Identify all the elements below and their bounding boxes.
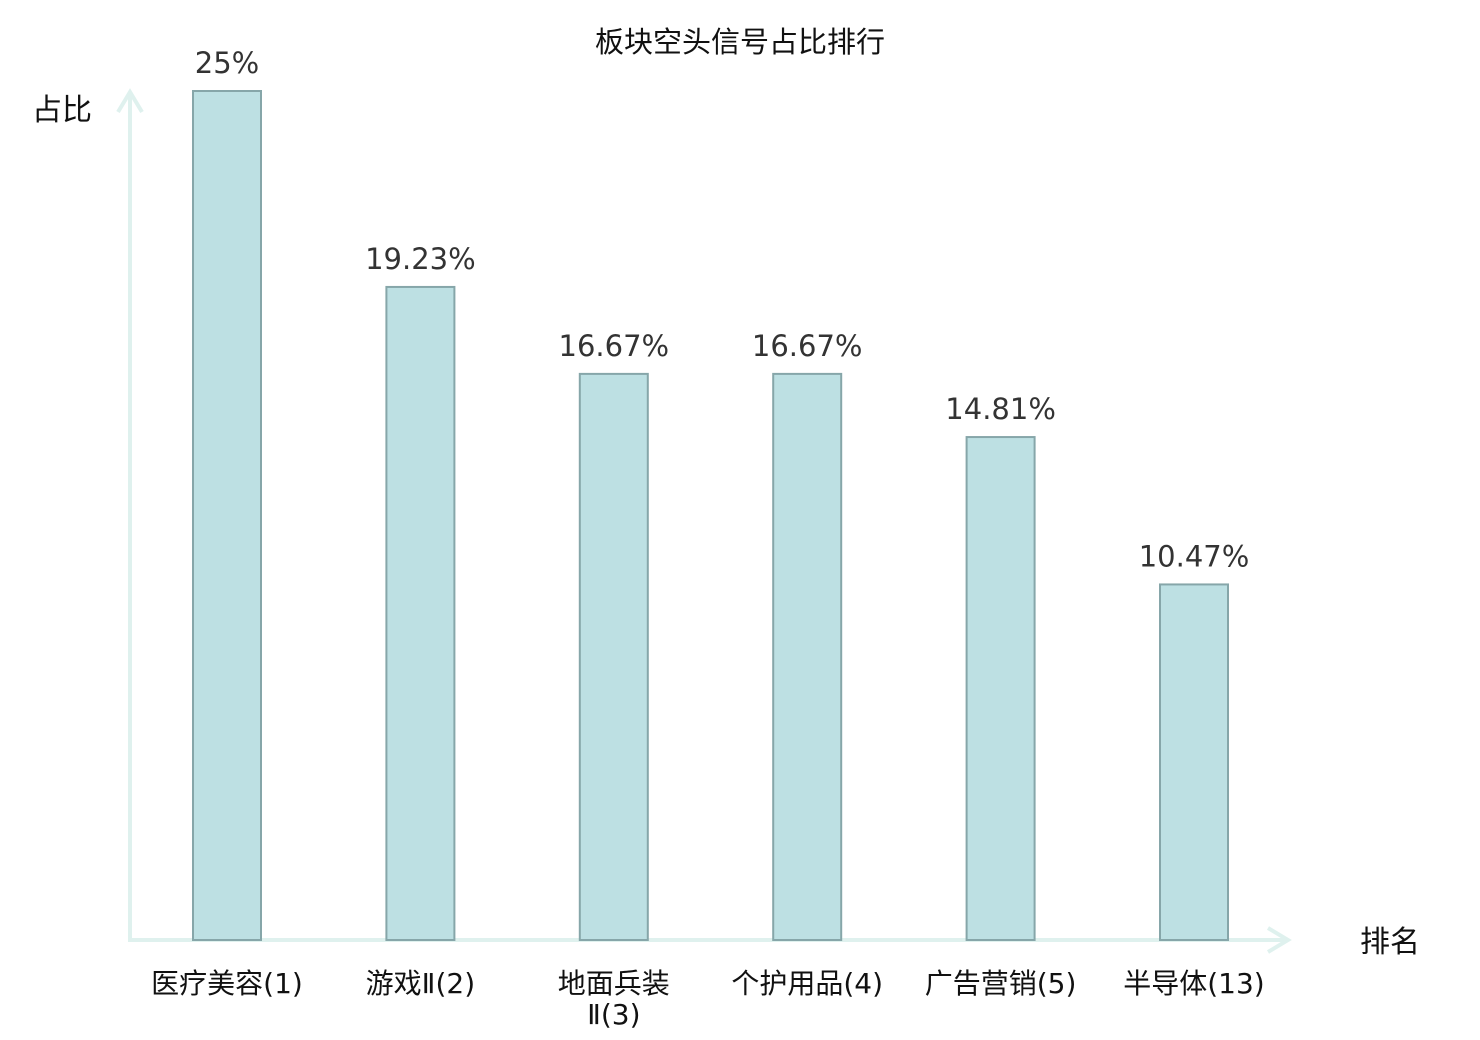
value-labels-group: 25% 19.23% 16.67% 16.67% 14.81% 10.47% <box>195 46 1250 573</box>
bar-6 <box>1159 583 1229 941</box>
value-label-6: 10.47% <box>1139 539 1250 573</box>
value-label-1: 25% <box>195 46 259 80</box>
tick-label-6: 半导体(13) <box>1123 967 1264 1000</box>
bar-4 <box>772 372 843 942</box>
x-axis-arrow <box>1266 926 1292 954</box>
value-label-4: 16.67% <box>752 329 863 363</box>
y-axis-arrow <box>116 88 144 114</box>
value-label-5: 14.81% <box>945 392 1056 426</box>
tick-label-1: 医疗美容(1) <box>151 967 303 1000</box>
tick-label-5: 广告营销(5) <box>925 967 1077 1000</box>
bar-3 <box>578 372 649 942</box>
tick-label-3-line2: Ⅱ(3) <box>587 998 640 1031</box>
bar-5 <box>965 436 1036 941</box>
x-axis-label: 排名 <box>1360 925 1420 960</box>
tick-label-4: 个护用品(4) <box>731 967 883 1000</box>
bar-1 <box>192 90 262 941</box>
tick-label-3: 地面兵装 <box>558 967 670 1000</box>
tick-label-2: 游戏Ⅱ(2) <box>366 967 475 1000</box>
value-label-3: 16.67% <box>559 329 670 363</box>
value-label-2: 19.23% <box>365 242 476 276</box>
chart-title: 板块空头信号占比排行 <box>595 25 885 59</box>
bars-group <box>192 90 1229 942</box>
y-axis-label: 占比 <box>32 93 92 128</box>
bar-2 <box>385 285 456 941</box>
